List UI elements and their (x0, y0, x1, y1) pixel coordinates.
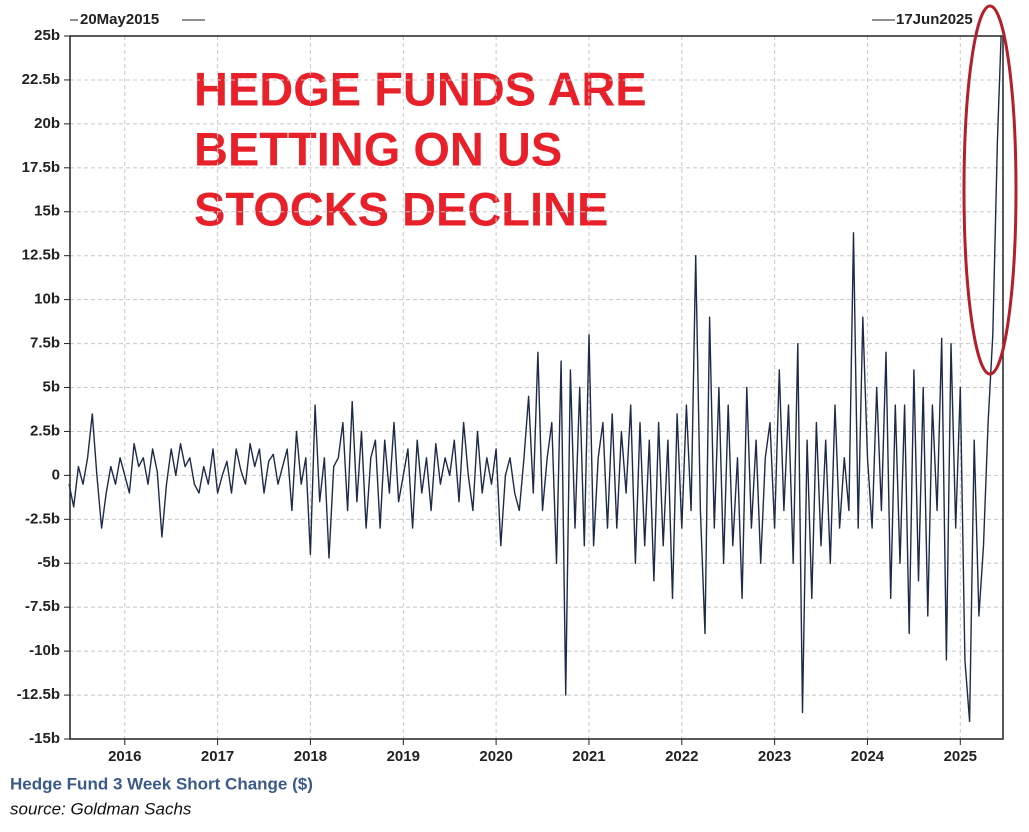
x-tick-label: 2024 (851, 748, 885, 765)
y-tick-label: -15b (29, 730, 60, 747)
x-tick-label: 2023 (758, 748, 791, 765)
annotation: BETTING ON US (194, 122, 562, 175)
y-tick-label: 10b (34, 291, 60, 308)
series-line (68, 35, 1002, 723)
x-tick-label: 2017 (201, 748, 234, 765)
x-tick-label: 2018 (294, 748, 327, 765)
y-tick-label: 22.5b (22, 71, 60, 88)
y-tick-label: -7.5b (25, 598, 60, 615)
y-tick-label: 20b (34, 115, 60, 132)
x-tick-label: 2022 (665, 748, 698, 765)
source: source: Goldman Sachs (10, 799, 192, 818)
y-tick-label: 7.5b (30, 335, 60, 352)
y-tick-label: 12.5b (22, 247, 60, 264)
plot-frame (69, 35, 1004, 740)
y-tick-label: 2.5b (30, 422, 60, 439)
x-tick-label: 2016 (108, 748, 141, 765)
annotation: STOCKS DECLINE (194, 182, 608, 235)
annotation: HEDGE FUNDS ARE (194, 62, 647, 115)
y-tick-label: 5b (42, 378, 60, 395)
y-tick-label: -5b (38, 554, 61, 571)
y-tick-label: 0 (52, 466, 60, 483)
highlight-ellipse (962, 4, 1018, 376)
start-label: 20May2015 (80, 11, 159, 28)
end-label: 17Jun2025 (896, 11, 973, 28)
y-tick-label: 17.5b (22, 159, 60, 176)
y-tick-label: -2.5b (25, 510, 60, 527)
y-tick-label: 25b (34, 27, 60, 44)
y-tick-label: -12.5b (17, 686, 60, 703)
x-tick-label: 2019 (387, 748, 420, 765)
x-tick-label: 2021 (572, 748, 605, 765)
y-tick-label: 15b (34, 203, 60, 220)
y-tick-label: -10b (29, 642, 60, 659)
x-tick-label: 2020 (479, 748, 512, 765)
series-label: Hedge Fund 3 Week Short Change ($) (10, 774, 313, 793)
x-tick-label: 2025 (944, 748, 977, 765)
